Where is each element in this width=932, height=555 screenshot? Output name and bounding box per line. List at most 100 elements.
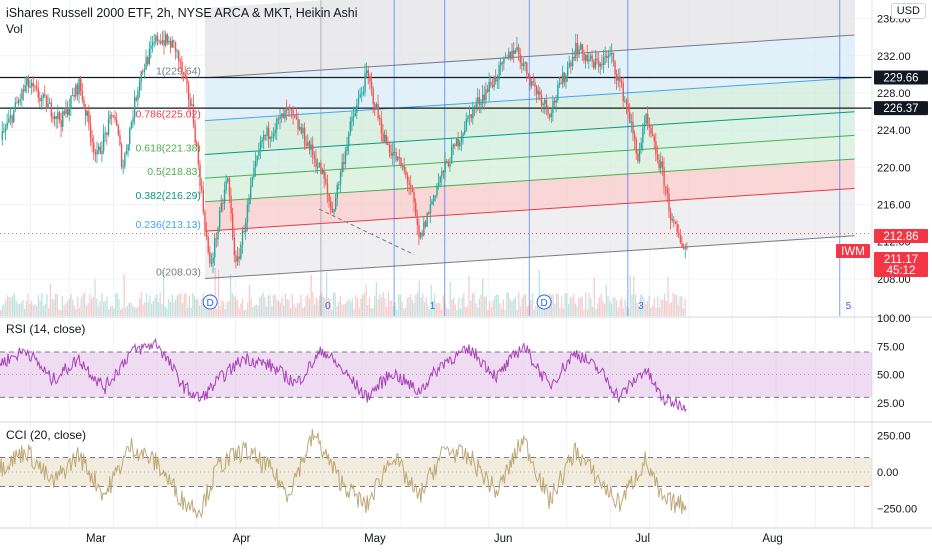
volume-bar <box>480 294 482 316</box>
volume-bar <box>401 301 403 316</box>
volume-bar <box>18 304 21 316</box>
price-tag-label: 45:12 <box>887 265 916 277</box>
volume-bar <box>77 297 79 316</box>
candle-body <box>552 100 554 114</box>
volume-bar <box>92 296 94 316</box>
candle-body <box>656 154 659 160</box>
candle-body <box>333 209 335 213</box>
candle-body <box>584 54 587 61</box>
currency-button[interactable]: USD <box>890 3 926 19</box>
volume-bar <box>34 304 36 316</box>
volume-bar <box>415 294 417 316</box>
candle-body <box>98 146 100 151</box>
candle-body <box>207 236 209 253</box>
cycle-label: 1 <box>430 301 436 312</box>
candle-body <box>16 102 18 104</box>
candle-body <box>267 127 270 139</box>
candle-body <box>96 150 98 155</box>
volume-bar <box>171 294 173 316</box>
volume-bar <box>174 299 177 316</box>
volume-bar <box>639 294 642 316</box>
candle-body <box>418 224 420 238</box>
volume-bar <box>193 296 196 316</box>
candle-body <box>424 221 427 227</box>
candle-body <box>534 82 536 87</box>
candle-body <box>32 83 35 87</box>
price-axis-tick-label: 224.00 <box>877 125 911 137</box>
volume-bar <box>279 303 281 316</box>
volume-bar <box>0 309 2 316</box>
candle-body <box>406 175 409 183</box>
candle-body <box>240 244 242 259</box>
rsi-pane-label[interactable]: RSI (14, close) <box>6 322 86 336</box>
candle-body <box>189 99 191 106</box>
volume-bar <box>233 295 235 316</box>
candle-body <box>215 238 218 240</box>
candle-body <box>117 125 120 135</box>
candle-body <box>429 204 432 214</box>
candle-body <box>330 201 332 210</box>
volume-bar <box>99 301 101 316</box>
volume-bar <box>104 300 106 316</box>
volume-bar <box>422 293 424 316</box>
volume-bar <box>140 292 142 316</box>
volume-bar <box>199 305 201 316</box>
candle-body <box>214 238 216 258</box>
volume-bar <box>420 297 422 316</box>
volume-bar <box>370 307 372 316</box>
candle-body <box>521 62 523 66</box>
candle-body <box>439 176 441 183</box>
rsi-axis-tick-label: 100.00 <box>877 313 911 325</box>
candle-body <box>668 193 670 212</box>
candle-body <box>436 185 438 196</box>
candle-body <box>599 63 602 67</box>
volume-bar <box>442 295 444 316</box>
volume-bar <box>524 294 527 316</box>
candle-body <box>29 86 31 88</box>
volume-bar <box>60 309 62 316</box>
volume-bar <box>164 306 167 316</box>
candle-body <box>449 163 451 167</box>
candle-body <box>125 151 128 155</box>
volume-bar <box>573 294 575 316</box>
candle-body <box>643 123 646 129</box>
volume-bar <box>574 303 577 316</box>
volume-bar <box>643 298 645 316</box>
candle-body <box>132 117 134 123</box>
volume-bar <box>406 298 408 316</box>
candle-body <box>663 167 665 187</box>
candle-body <box>202 189 205 212</box>
candle-body <box>107 119 110 135</box>
candle-body <box>163 40 165 46</box>
volume-bar <box>526 306 529 316</box>
volume-bar <box>49 283 52 316</box>
candle-body <box>462 133 464 136</box>
volume-bar <box>126 305 129 316</box>
volume-bar <box>22 299 24 316</box>
volume-bar <box>1 306 4 316</box>
candle-body <box>428 212 430 214</box>
volume-bar <box>262 292 264 316</box>
candle-body <box>169 40 172 48</box>
volume-bar <box>217 269 220 316</box>
candle-body <box>467 115 469 119</box>
cci-pane-label[interactable]: CCI (20, close) <box>6 428 87 442</box>
volume-bar <box>195 299 197 316</box>
candle-body <box>460 135 463 143</box>
volume-bar <box>538 270 541 316</box>
volume-bar <box>260 295 263 316</box>
candle-body <box>352 116 355 118</box>
volume-bar <box>202 293 204 316</box>
volume-bar <box>464 307 467 316</box>
volume-bar <box>554 303 556 316</box>
candle-body <box>263 134 265 140</box>
candle-body <box>259 141 262 152</box>
candle-body <box>364 73 366 92</box>
volume-bar <box>432 300 434 316</box>
volume-bar <box>305 296 307 316</box>
volume-bar <box>58 309 60 316</box>
volume-bar <box>353 309 355 316</box>
candle-body <box>140 71 142 83</box>
volume-bar <box>255 304 257 316</box>
